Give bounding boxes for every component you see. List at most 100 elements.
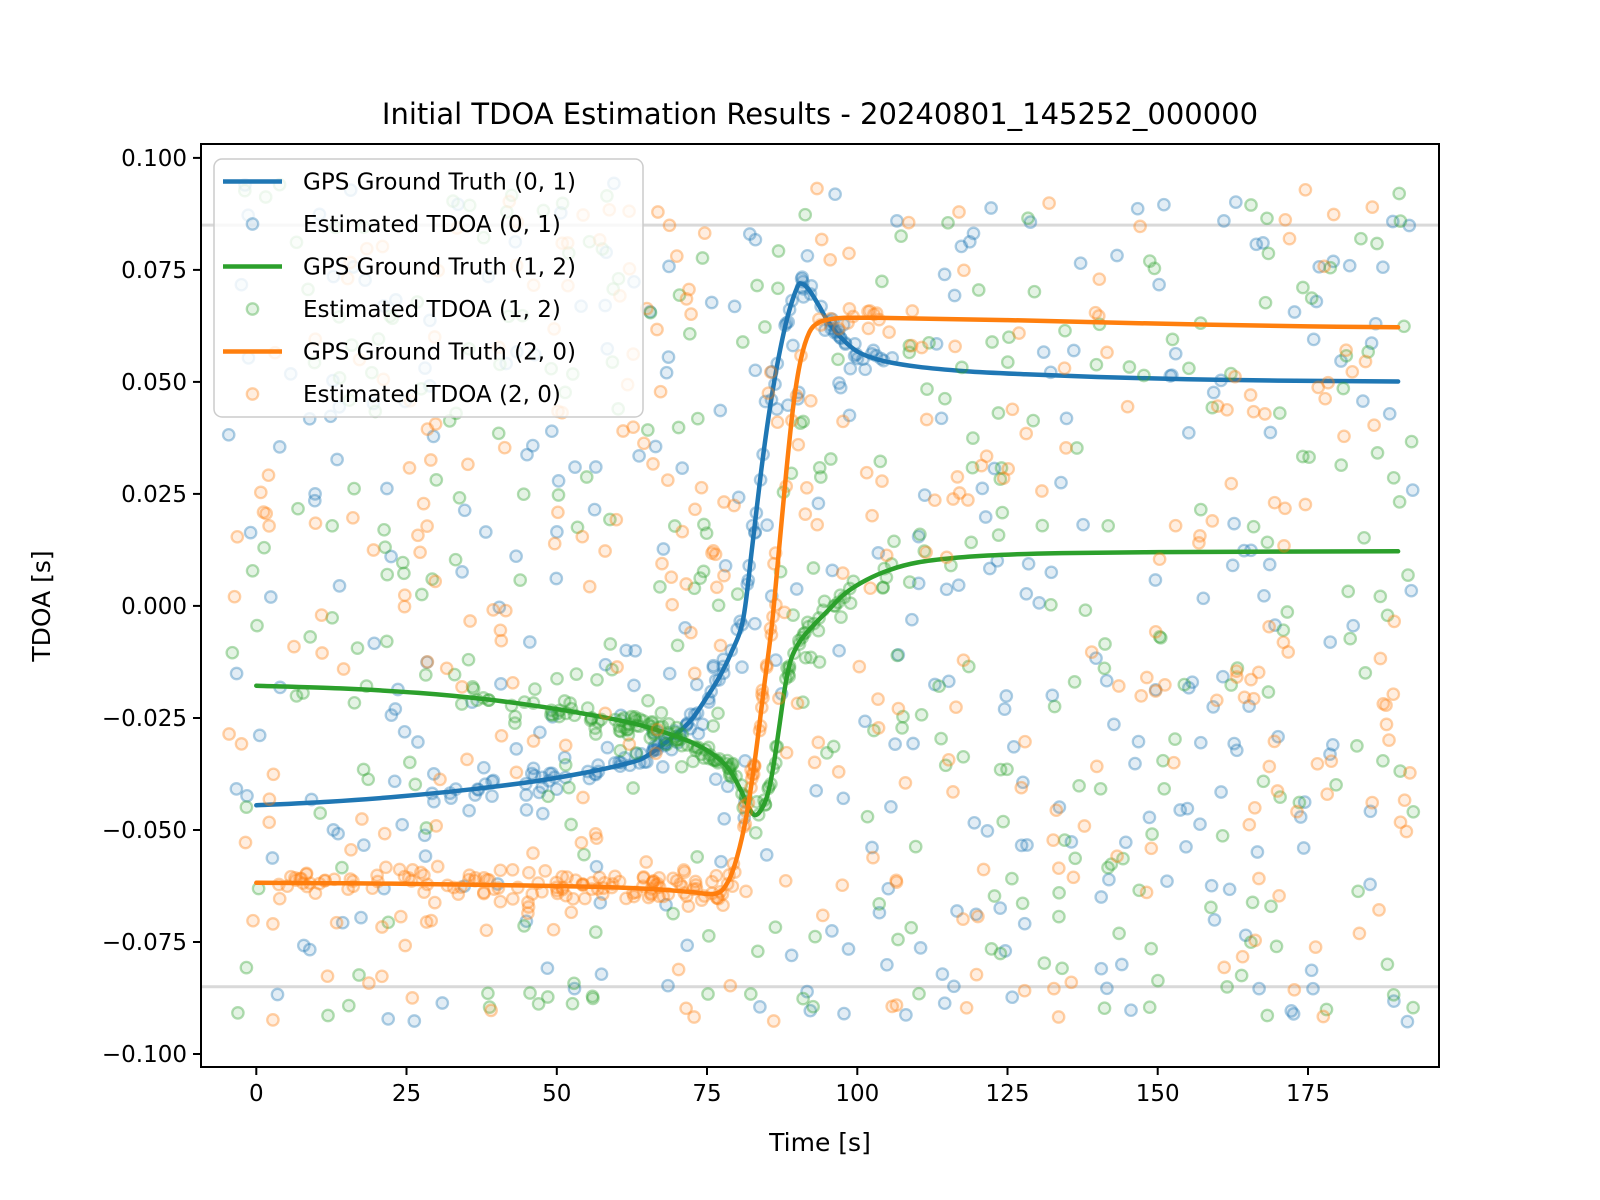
marker-est-1-2 (966, 431, 980, 445)
marker-est-1-2 (771, 281, 785, 296)
marker-est-2-0 (256, 505, 271, 519)
marker-est-0-1 (1142, 810, 1157, 825)
marker-est-0-1 (731, 490, 746, 505)
marker-est-1-2 (1182, 361, 1196, 376)
marker-est-0-1 (814, 299, 828, 314)
marker-est-2-0 (651, 205, 665, 219)
marker-est-1-2 (1035, 518, 1050, 533)
marker-est-1-2 (1323, 260, 1338, 275)
marker-est-1-2 (567, 976, 581, 991)
marker-est-2-0 (626, 886, 640, 901)
marker-est-0-1 (717, 811, 732, 826)
marker-est-2-0 (564, 905, 579, 920)
marker-est-0-1 (1128, 756, 1142, 771)
marker-est-2-0 (927, 493, 942, 508)
marker-est-2-0 (789, 388, 804, 403)
marker-est-2-0 (976, 862, 991, 877)
marker-est-0-1 (858, 714, 872, 729)
marker-est-1-2 (544, 707, 558, 722)
marker-est-0-1 (662, 666, 677, 681)
marker-est-1-2 (1256, 774, 1271, 789)
marker-est-2-0 (694, 893, 709, 907)
marker-est-0-1 (866, 343, 881, 358)
marker-est-2-0 (626, 420, 641, 435)
marker-est-2-0 (320, 969, 335, 984)
marker-est-0-1 (1179, 839, 1193, 854)
marker-est-2-0 (646, 457, 660, 471)
marker-est-2-0 (397, 869, 412, 884)
marker-est-2-0 (711, 891, 726, 906)
marker-est-2-0 (1248, 933, 1263, 948)
marker-est-1-2 (1393, 214, 1408, 228)
marker-est-2-0 (1290, 804, 1304, 819)
marker-est-2-0 (494, 633, 509, 648)
marker-est-0-1 (296, 938, 311, 953)
marker-est-2-0 (293, 871, 308, 886)
marker-est-1-2 (706, 719, 721, 733)
marker-est-0-1 (646, 742, 661, 757)
marker-est-2-0 (650, 876, 665, 891)
marker-est-2-0 (662, 218, 677, 233)
marker-est-2-0 (739, 804, 754, 819)
marker-est-1-2 (699, 526, 714, 541)
marker-est-1-2 (425, 572, 440, 586)
marker-est-1-2 (670, 732, 685, 747)
marker-est-0-1 (591, 758, 605, 772)
marker-est-0-1 (881, 881, 896, 896)
marker-est-2-0 (1270, 784, 1285, 798)
marker-est-1-2 (1361, 345, 1376, 359)
marker-est-1-2 (673, 732, 688, 747)
marker-est-1-2 (608, 712, 623, 727)
marker-est-1-2 (621, 722, 635, 737)
marker-est-1-2 (956, 749, 971, 764)
marker-est-2-0 (605, 877, 620, 891)
marker-est-1-2 (617, 711, 631, 725)
marker-est-1-2 (481, 986, 495, 1001)
marker-est-2-0 (318, 873, 332, 888)
marker-est-1-2 (1357, 530, 1371, 545)
marker-est-1-2 (722, 761, 737, 776)
marker-est-1-2 (993, 762, 1008, 777)
marker-est-0-1 (683, 707, 698, 722)
marker-est-2-0 (778, 873, 793, 888)
marker-est-0-1 (650, 742, 664, 757)
marker-est-0-1 (874, 351, 888, 366)
marker-est-0-1 (417, 828, 432, 843)
marker-est-0-1 (745, 518, 760, 533)
marker-est-1-2 (757, 793, 771, 808)
marker-est-1-2 (800, 615, 815, 630)
y-tick-label: 0.000 (121, 594, 187, 620)
marker-est-1-2 (1406, 1000, 1420, 1015)
marker-est-2-0 (246, 913, 260, 928)
marker-est-2-0 (727, 865, 742, 879)
marker-est-2-0 (1267, 734, 1282, 749)
marker-est-0-1 (1020, 838, 1034, 852)
marker-est-1-2 (991, 406, 1006, 420)
marker-est-2-0 (327, 872, 342, 887)
marker-est-2-0 (836, 414, 850, 429)
marker-est-2-0 (813, 318, 828, 332)
marker-est-1-2 (557, 694, 572, 708)
marker-est-2-0 (811, 735, 826, 750)
marker-est-1-2 (1000, 355, 1015, 369)
marker-est-0-1 (1249, 237, 1264, 252)
marker-est-2-0 (446, 880, 461, 895)
marker-est-1-2 (629, 713, 643, 728)
marker-est-2-0 (549, 880, 564, 895)
marker-est-0-1 (1312, 259, 1327, 274)
marker-est-0-1 (632, 756, 647, 770)
marker-est-1-2 (1261, 246, 1276, 261)
marker-est-0-1 (525, 438, 540, 453)
marker-est-1-2 (1000, 762, 1014, 777)
marker-est-0-1 (509, 742, 524, 756)
marker-est-0-1 (418, 849, 433, 863)
marker-est-1-2 (987, 889, 1002, 903)
marker-est-1-2 (465, 680, 480, 694)
marker-est-1-2 (798, 207, 813, 222)
marker-est-2-0 (486, 603, 501, 617)
marker-est-0-1 (809, 783, 824, 798)
marker-est-2-0 (1148, 684, 1163, 698)
marker-est-1-2 (682, 326, 697, 341)
marker-est-2-0 (346, 510, 360, 525)
